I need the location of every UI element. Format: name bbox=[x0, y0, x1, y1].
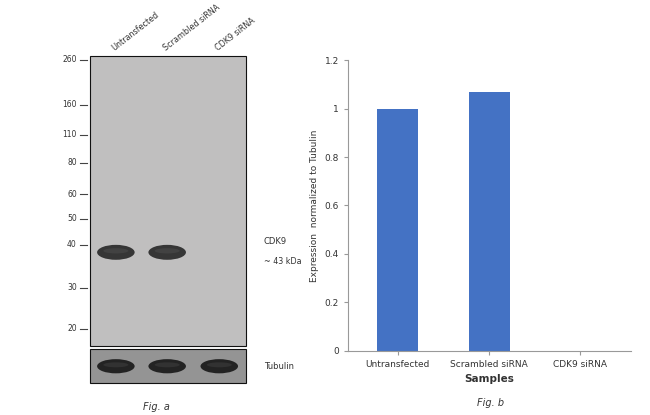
Ellipse shape bbox=[207, 362, 232, 367]
Text: 40: 40 bbox=[67, 240, 77, 249]
Ellipse shape bbox=[155, 248, 179, 254]
Text: 60: 60 bbox=[67, 190, 77, 199]
Text: 80: 80 bbox=[67, 158, 77, 167]
Text: Scrambled siRNA: Scrambled siRNA bbox=[162, 3, 222, 52]
Text: 30: 30 bbox=[67, 283, 77, 292]
Text: Fig. a: Fig. a bbox=[142, 402, 170, 412]
Ellipse shape bbox=[103, 362, 129, 367]
FancyBboxPatch shape bbox=[90, 349, 246, 383]
Ellipse shape bbox=[148, 359, 186, 374]
Text: 160: 160 bbox=[62, 100, 77, 109]
Text: Fig. b: Fig. b bbox=[477, 398, 504, 408]
Ellipse shape bbox=[148, 245, 186, 260]
Bar bbox=[469, 92, 510, 351]
Ellipse shape bbox=[200, 359, 238, 374]
FancyBboxPatch shape bbox=[90, 56, 246, 346]
Text: CDK9 siRNA: CDK9 siRNA bbox=[214, 16, 257, 52]
Text: ~ 43 kDa: ~ 43 kDa bbox=[264, 257, 301, 266]
Text: 20: 20 bbox=[67, 325, 77, 333]
Text: Untransfected: Untransfected bbox=[111, 10, 161, 52]
Ellipse shape bbox=[97, 359, 135, 374]
Text: 110: 110 bbox=[62, 130, 77, 139]
Text: CDK9: CDK9 bbox=[264, 237, 287, 247]
Text: 260: 260 bbox=[62, 56, 77, 64]
Text: 50: 50 bbox=[67, 214, 77, 223]
Ellipse shape bbox=[97, 245, 135, 260]
Y-axis label: Expression  normalized to Tubulin: Expression normalized to Tubulin bbox=[310, 129, 318, 282]
Bar bbox=[378, 109, 419, 351]
X-axis label: Samples: Samples bbox=[464, 374, 514, 384]
Text: Tubulin: Tubulin bbox=[264, 362, 294, 371]
Ellipse shape bbox=[155, 362, 179, 367]
Ellipse shape bbox=[103, 248, 129, 254]
